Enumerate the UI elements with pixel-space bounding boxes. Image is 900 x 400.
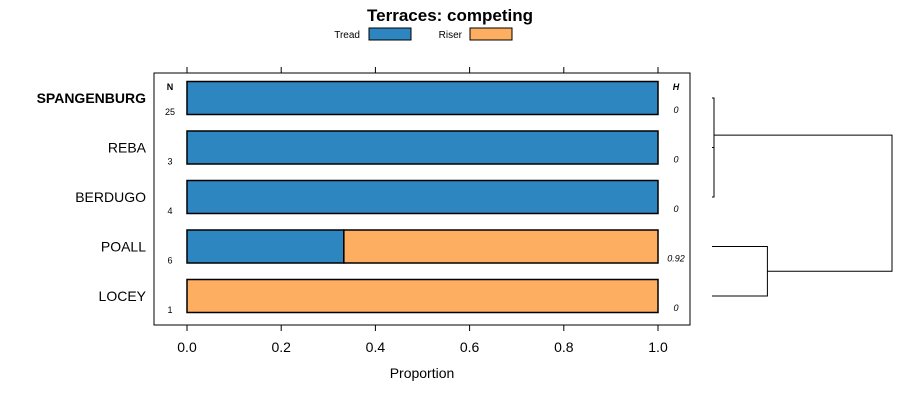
bar-riser-locey [186, 278, 659, 314]
bar-tread-reba [186, 130, 659, 165]
chart-title: Terraces: competing [367, 6, 533, 25]
dendrogram-branch-1 [712, 97, 715, 173]
dendrogram [712, 97, 893, 297]
row-label-locey: LOCEY [99, 288, 147, 304]
legend-swatch-riser [469, 27, 513, 41]
legend-label-tread: Tread [334, 30, 360, 41]
x-axis-label: Proportion [390, 365, 455, 381]
row-label-poall: POALL [101, 239, 146, 255]
bar-riser-poall [343, 229, 659, 264]
h-header: H [673, 82, 680, 92]
plot-frame [153, 72, 691, 326]
x-tick-label-0: 0.0 [177, 339, 197, 355]
legend: Tread Riser [334, 27, 513, 41]
n-value-reba: 3 [167, 157, 172, 167]
h-value-poall: 0.92 [667, 254, 685, 264]
row-label-spangenburg: SPANGENBURG [37, 90, 147, 106]
x-tick-label-3: 0.6 [460, 339, 480, 355]
bar-tread-spangenburg [186, 80, 659, 116]
x-axis: 0.0 0.2 0.4 0.6 0.8 1.0 [177, 67, 668, 355]
x-tick-label-5: 1.0 [648, 339, 668, 355]
row-label-berdugo: BERDUGO [75, 189, 146, 205]
h-value-berdugo: 0 [673, 204, 678, 214]
h-value-reba: 0 [673, 155, 678, 165]
dendrogram-branch-3 [714, 134, 893, 272]
n-header: N [167, 82, 174, 92]
row-label-reba: REBA [108, 140, 147, 156]
x-tick-label-4: 0.8 [554, 339, 574, 355]
x-tick-label-1: 0.2 [271, 339, 291, 355]
legend-swatch-tread [368, 27, 412, 41]
n-value-berdugo: 4 [167, 206, 172, 216]
row-labels: SPANGENBURG REBA BERDUGO POALL LOCEY [37, 90, 147, 304]
x-tick-label-2: 0.4 [366, 339, 386, 355]
legend-label-riser: Riser [439, 30, 463, 41]
n-value-spangenburg: 25 [165, 107, 175, 117]
n-labels: 25 3 4 6 1 [165, 107, 175, 315]
n-value-poall: 6 [167, 256, 172, 266]
dendrogram-branch-2 [712, 246, 768, 297]
h-labels: 0 0 0 0.92 0 [667, 105, 685, 313]
h-value-locey: 0 [673, 303, 678, 313]
bar-tread-berdugo [186, 179, 659, 215]
h-value-spangenburg: 0 [673, 105, 678, 115]
bars [186, 80, 659, 314]
n-value-locey: 1 [167, 305, 172, 315]
bar-tread-poall [186, 229, 345, 264]
